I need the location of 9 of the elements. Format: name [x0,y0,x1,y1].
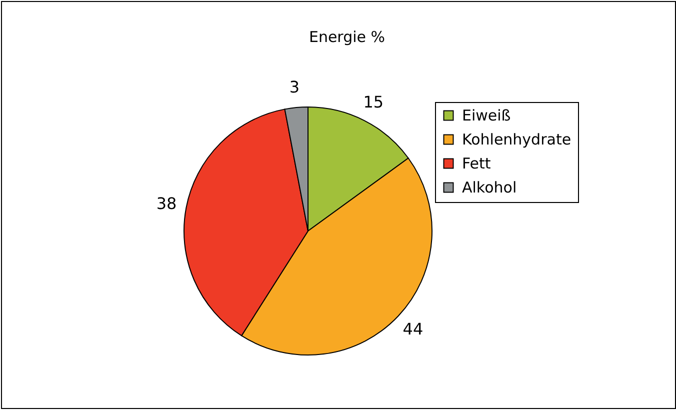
data-label: 38 [156,194,177,214]
data-label: 3 [289,78,300,97]
data-label: 15 [363,92,384,112]
data-label: 44 [402,320,424,339]
legend-label: Eiweiß [462,106,511,124]
legend-label: Alkohol [462,178,517,196]
legend-label: Kohlenhydrate [462,130,572,148]
legend-label: Fett [462,154,491,172]
chart-title: Energie % [308,28,386,46]
